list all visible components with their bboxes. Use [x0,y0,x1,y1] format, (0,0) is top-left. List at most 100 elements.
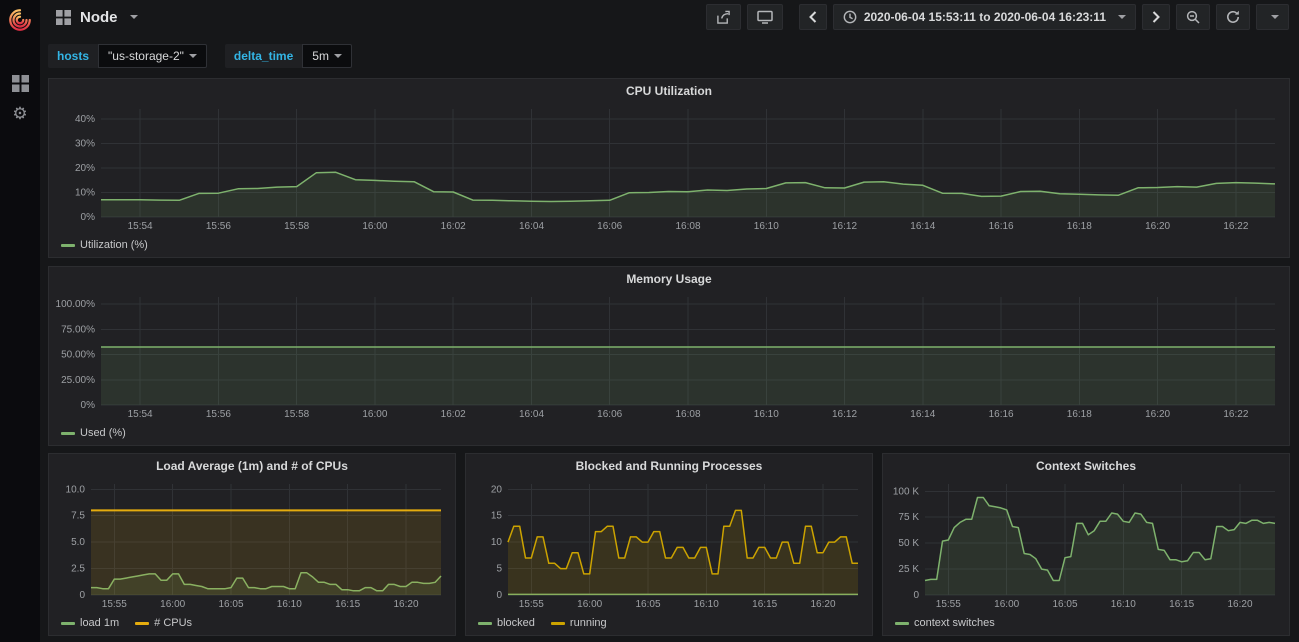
svg-text:10: 10 [491,537,503,548]
svg-text:16:02: 16:02 [441,409,466,420]
svg-text:15: 15 [491,511,503,522]
refresh-interval-dropdown[interactable] [1256,4,1289,30]
svg-text:16:10: 16:10 [694,599,719,610]
svg-text:100 K: 100 K [893,486,919,497]
time-range-picker[interactable]: 2020-06-04 15:53:11 to 2020-06-04 16:23:… [832,4,1136,30]
panel-context-switches: Context Switches 0 25 K 50 K 75 K 100 K 15:55… [882,453,1290,636]
panel-title[interactable]: Memory Usage [626,272,712,286]
chevron-down-icon [333,54,342,58]
svg-text:15:56: 15:56 [206,221,231,232]
svg-text:16:16: 16:16 [989,221,1014,232]
svg-text:16:16: 16:16 [989,409,1014,420]
legend-item[interactable]: context switches [895,617,995,629]
legend-series-label: load 1m [80,617,120,629]
svg-text:15:55: 15:55 [936,599,961,610]
legend-item[interactable]: load 1m [61,617,119,629]
panel-cpu-utilization: CPU Utilization 0% 10% 20% 30% 40% 15:54 15:56… [48,78,1290,258]
svg-text:10%: 10% [75,188,95,199]
grafana-logo-icon[interactable] [0,0,40,40]
panel-blocked-running-processes: Blocked and Running Processes 0 5 10 15 20 15… [465,453,873,636]
panel-title[interactable]: Context Switches [1035,459,1137,473]
legend-item[interactable]: # CPUs [135,617,192,629]
load-average-chart[interactable]: 0 2.5 5.0 7.5 10.0 15:55 16:00 16:05 16:10 16:15 1… [53,478,451,611]
svg-text:16:20: 16:20 [810,599,835,610]
legend-series-label: # CPUs [154,617,193,629]
svg-text:16:00: 16:00 [994,599,1019,610]
svg-text:15:58: 15:58 [284,409,309,420]
dashboards-icon[interactable] [0,68,40,98]
panel-title[interactable]: Blocked and Running Processes [575,459,763,473]
svg-text:16:20: 16:20 [393,599,418,610]
memory-usage-chart[interactable]: 0% 25.00% 50.00% 75.00% 100.00% 15:54 15:56 15:… [53,291,1285,421]
svg-text:2.5: 2.5 [71,564,85,575]
legend-series-color [478,621,492,625]
variable-value-delta-time[interactable]: 5m [302,44,352,68]
legend-series-label: blocked [497,617,535,629]
svg-text:15:56: 15:56 [206,409,231,420]
svg-text:16:10: 16:10 [1111,599,1136,610]
apps-grid-icon [56,9,71,25]
panel-title[interactable]: CPU Utilization [626,84,712,98]
svg-text:16:10: 16:10 [754,221,779,232]
svg-text:16:15: 16:15 [1169,599,1194,610]
time-back-button[interactable] [798,4,827,30]
navbar: Node 2020-06-04 15:53:11 to 2020-06 [40,0,1299,34]
svg-text:75 K: 75 K [898,512,919,523]
chart-svg: 0% 10% 20% 30% 40% 15:54 15:56 15:58 16:00 16:02 1… [75,109,1276,232]
legend-series-color [61,431,75,435]
chart-svg: 0 5 10 15 20 15:55 16:00 16:05 16:10 16:15 16:20 [491,484,858,610]
svg-text:16:00: 16:00 [160,599,185,610]
svg-text:16:20: 16:20 [1145,409,1170,420]
svg-text:16:20: 16:20 [1145,221,1170,232]
svg-text:16:10: 16:10 [754,409,779,420]
variable-value-text: "us-storage-2" [108,49,184,63]
legend-item[interactable]: running [550,617,607,629]
cpu-utilization-chart[interactable]: 0% 10% 20% 30% 40% 15:54 15:56 15:58 16:00 16:02 1… [53,103,1285,233]
svg-text:15:54: 15:54 [128,409,153,420]
chart-svg: 0 2.5 5.0 7.5 10.0 15:55 16:00 16:05 16:10 16:15 1… [66,484,442,610]
legend-item[interactable]: blocked [478,617,535,629]
legend-series-color [895,621,909,625]
dashboard-title-dropdown[interactable]: Node [50,9,144,26]
time-forward-button[interactable] [1142,4,1170,30]
settings-icon[interactable]: ⚙ [0,98,40,128]
svg-text:0: 0 [913,590,919,601]
variable-value-hosts[interactable]: "us-storage-2" [98,44,207,68]
clock-icon [843,10,857,24]
svg-text:16:02: 16:02 [441,221,466,232]
chevron-down-icon [1271,15,1279,19]
panel-title[interactable]: Load Average (1m) and # of CPUs [156,459,348,473]
svg-text:100.00%: 100.00% [56,299,96,310]
svg-text:25.00%: 25.00% [61,375,95,386]
svg-text:5: 5 [496,564,502,575]
share-button[interactable] [705,4,741,30]
zoom-out-button[interactable] [1176,4,1210,30]
svg-text:20: 20 [491,484,503,495]
legend-series-label: context switches [914,617,995,629]
tv-mode-button[interactable] [746,4,783,30]
svg-text:15:55: 15:55 [519,599,544,610]
svg-text:16:05: 16:05 [635,599,660,610]
svg-text:16:04: 16:04 [519,409,544,420]
legend-series-label: running [569,617,607,629]
blocked-running-chart[interactable]: 0 5 10 15 20 15:55 16:00 16:05 16:10 16:15 16:20 [470,478,868,611]
dashboard-title: Node [80,8,118,26]
legend-item[interactable]: Used (%) [61,427,126,439]
refresh-button[interactable] [1216,4,1250,30]
legend-item[interactable]: Utilization (%) [61,239,148,251]
svg-text:0: 0 [496,590,502,601]
svg-text:16:18: 16:18 [1067,409,1092,420]
svg-text:16:00: 16:00 [577,599,602,610]
legend-series-color [550,621,565,625]
svg-text:16:14: 16:14 [910,409,935,420]
context-switches-chart[interactable]: 0 25 K 50 K 75 K 100 K 15:55 16:00 16:05 16:10 16… [887,478,1285,611]
legend-series-label: Used (%) [80,427,126,439]
svg-text:20%: 20% [75,163,95,174]
svg-text:0%: 0% [81,212,96,223]
svg-text:16:22: 16:22 [1223,221,1248,232]
legend-series-color [135,621,150,625]
legend: blocked running [478,615,623,631]
svg-text:15:58: 15:58 [284,221,309,232]
svg-text:16:15: 16:15 [335,599,360,610]
variable-hosts: hosts "us-storage-2" [48,44,207,68]
